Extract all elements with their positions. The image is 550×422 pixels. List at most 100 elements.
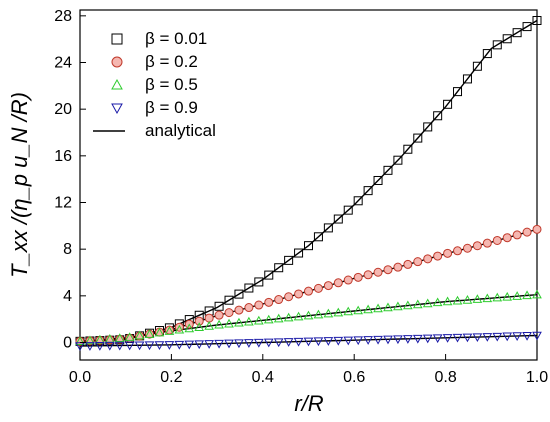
data-point [522,22,532,32]
data-point [383,265,393,275]
y-tick-label: 4 [63,288,72,305]
data-point [423,254,433,264]
data-point [303,337,314,347]
data-point [264,297,274,307]
data-point [502,34,512,44]
x-tick-label: 1.0 [526,369,548,386]
data-point [214,310,224,320]
data-point [482,333,493,342]
data-point [363,186,373,196]
data-markers [75,16,542,352]
data-point [164,341,175,350]
data-point [303,310,314,320]
data-point [194,340,205,350]
y-tick-label: 16 [54,148,72,165]
data-point [253,338,264,348]
data-point [85,335,95,345]
data-point [423,122,433,132]
data-point [274,295,284,305]
y-tick-label: 24 [54,55,72,72]
data-point [433,251,443,261]
y-tick-label: 28 [54,8,72,25]
data-point [532,16,542,25]
data-point [472,241,482,251]
data-point [214,301,224,311]
legend-label: β = 0.9 [145,98,198,117]
analytical-curve [79,334,538,347]
data-point [234,339,244,349]
data-point [373,303,383,313]
data-point [353,336,364,346]
data-point [114,341,125,351]
data-point [393,155,403,165]
data-point [254,300,264,310]
y-tick-label: 20 [54,101,72,118]
data-point [482,49,492,59]
x-tick-label: 0.2 [160,369,182,386]
data-point [433,111,443,121]
data-point [502,291,513,301]
legend-label: β = 0.5 [145,75,198,94]
data-point [373,267,383,277]
x-axis-label: r/R [294,391,323,416]
data-point [204,320,215,330]
data-point [522,332,532,341]
data-point [512,291,522,300]
data-point [402,335,413,344]
data-point [512,230,522,240]
data-point [492,235,502,245]
data-point [393,301,403,311]
data-point [422,334,433,344]
data-point [363,336,373,345]
data-point [413,133,423,143]
data-point [522,227,532,237]
data-point [452,295,463,305]
legend: β = 0.01 β = 0.2 β = 0.5 β = 0.9 analytical [93,29,216,140]
data-point [413,257,423,267]
data-point [293,311,304,321]
data-point [502,332,513,342]
data-point [353,196,363,206]
data-point [453,87,463,97]
data-point [502,233,512,243]
data-point [264,270,274,280]
data-point [402,300,413,310]
data-point [244,303,254,313]
data-point [443,99,453,109]
data-point [294,248,304,258]
data-point [492,292,503,302]
data-point [234,289,244,299]
data-point [134,341,145,351]
data-point [313,309,324,319]
data-point [333,278,343,288]
data-point [442,296,453,306]
data-point [462,333,473,343]
data-point [383,335,393,345]
data-point [313,232,323,242]
data-point [313,337,324,347]
data-point [254,277,264,287]
data-point [373,335,383,345]
data-point [532,224,542,234]
data-point [393,262,403,272]
data-point [393,335,403,345]
data-point [343,275,353,285]
data-point [234,317,244,327]
data-point [75,336,85,346]
data-point [174,340,185,350]
data-point [104,341,115,351]
data-point [263,338,274,348]
data-point [432,297,443,307]
data-point [532,289,542,299]
data-point [482,238,492,248]
data-point [273,313,284,323]
data-point [144,341,155,351]
data-point [284,255,294,265]
data-point [174,324,185,334]
y-axis-label: T_xx /(η_p u_N /R) [7,92,32,278]
data-point [134,330,145,340]
data-point [304,241,313,251]
data-point [323,308,334,318]
data-point [204,313,214,323]
